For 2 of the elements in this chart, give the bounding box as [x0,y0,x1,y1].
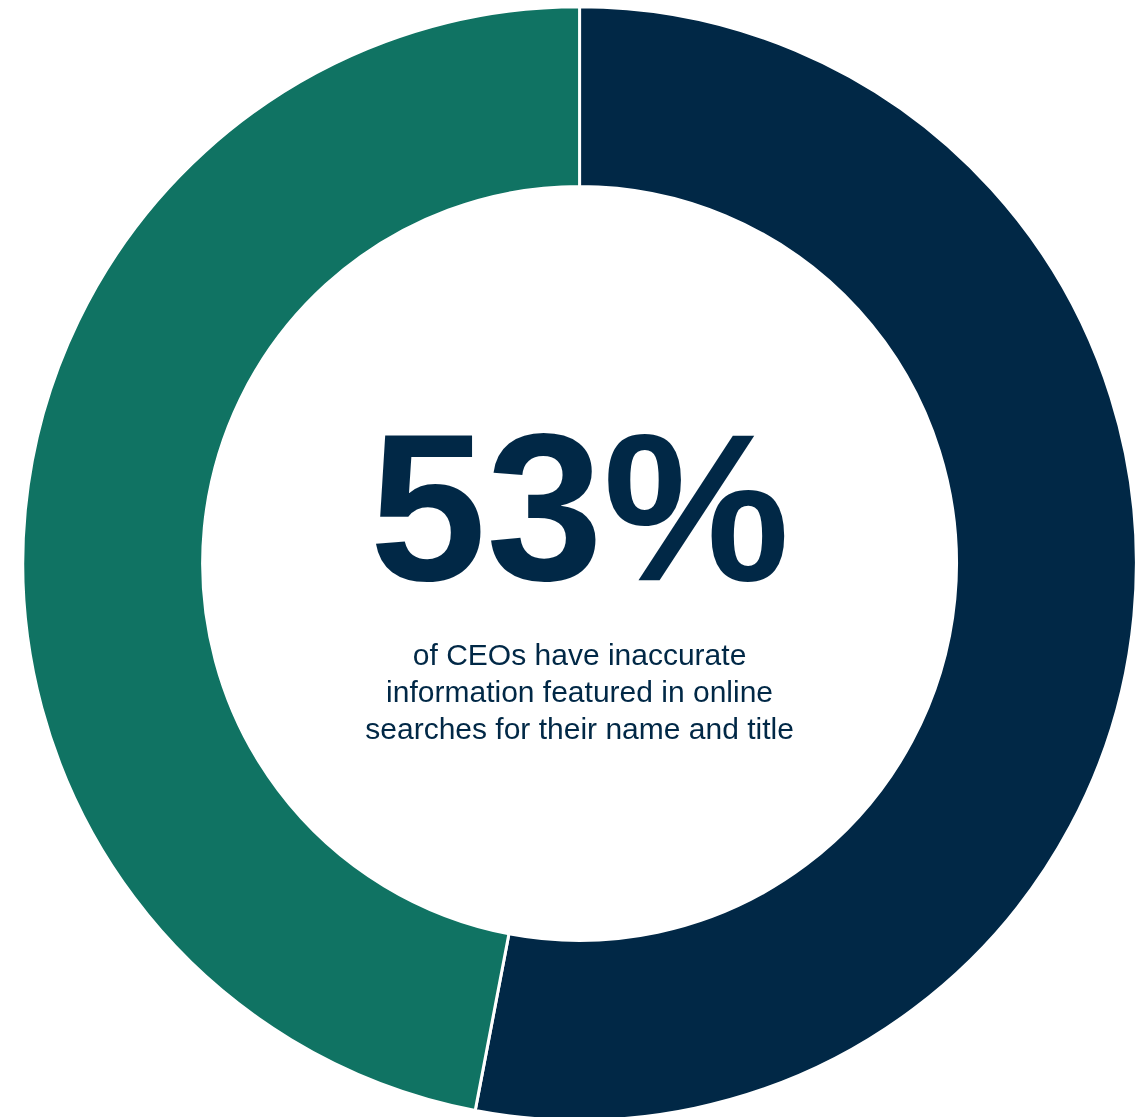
text: of CEOs have inaccurate information featured in online searches for their name and title [365,637,794,746]
text: 53% [369,390,790,626]
